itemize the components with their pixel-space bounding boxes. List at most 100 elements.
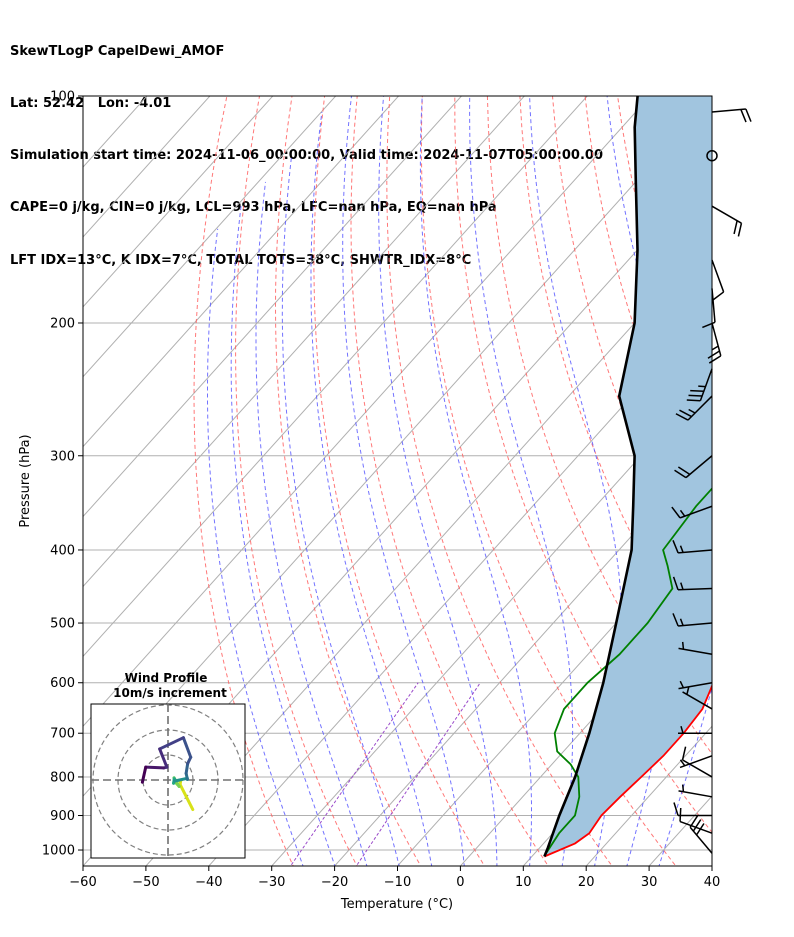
dry-adiabat bbox=[519, 96, 712, 675]
hodograph-segment bbox=[158, 736, 185, 751]
hodograph-segment bbox=[144, 765, 166, 770]
tick-layer: −60 −50 −40 −30 −20 −10 0 10 20 30 40 100 200 300 400 5… bbox=[42, 90, 720, 891]
hodograph-segment bbox=[140, 765, 148, 784]
moist-adiabat bbox=[378, 96, 498, 866]
y-tick-label: 500 bbox=[50, 617, 75, 632]
dry-adiabat bbox=[772, 62, 794, 882]
wind-barb bbox=[681, 746, 713, 778]
x-tick-label: −50 bbox=[132, 875, 159, 890]
isotherm-line bbox=[208, 306, 712, 866]
hodograph-segment bbox=[178, 782, 195, 812]
y-tick-label: 800 bbox=[50, 770, 75, 785]
wind-barb bbox=[711, 259, 725, 301]
inset-subtitle: 10m/s increment bbox=[113, 686, 227, 700]
inset-title: Wind Profile bbox=[125, 671, 208, 685]
moist-adiabat bbox=[419, 96, 532, 866]
dry-adiabat bbox=[420, 96, 677, 866]
parcel-profile-line bbox=[543, 96, 639, 857]
wind-barb bbox=[707, 322, 722, 364]
wind-barb bbox=[679, 755, 713, 769]
hodograph-segment bbox=[172, 776, 189, 783]
x-tick-label: −40 bbox=[195, 875, 222, 890]
wind-barb bbox=[682, 687, 713, 710]
y-tick-label: 100 bbox=[50, 90, 75, 105]
temperature-line bbox=[544, 683, 712, 858]
y-tick-label: 700 bbox=[50, 727, 75, 742]
y-tick-label: 200 bbox=[50, 316, 75, 331]
wind-barb bbox=[702, 288, 716, 329]
isotherm-line bbox=[83, 96, 337, 378]
wind-barb bbox=[673, 802, 712, 817]
chart-header: SkewTLogP CapelDewi_AMOF Lat: 52.42 Lon:… bbox=[10, 8, 603, 286]
chart-title: SkewTLogP CapelDewi_AMOF bbox=[10, 43, 225, 59]
moist-adiabat bbox=[342, 96, 465, 866]
wind-barb bbox=[671, 505, 713, 519]
wind-barb bbox=[706, 149, 718, 162]
wind-profile-inset bbox=[90, 703, 246, 859]
isotherm-line bbox=[396, 515, 712, 866]
wind-barb bbox=[686, 368, 713, 402]
moist-adiabat bbox=[230, 206, 336, 866]
x-tick-label: 40 bbox=[704, 875, 721, 890]
x-tick-label: 20 bbox=[578, 875, 595, 890]
moist-adiabat bbox=[255, 181, 368, 866]
isotherm-line bbox=[459, 585, 712, 866]
x-tick-label: 0 bbox=[456, 875, 464, 890]
isotherm-line bbox=[145, 236, 712, 866]
dry-adiabat bbox=[708, 62, 794, 882]
isotherm-line bbox=[83, 96, 588, 658]
wind-barb bbox=[678, 726, 712, 734]
dry-adiabat bbox=[274, 96, 422, 866]
isotherm-line bbox=[83, 96, 463, 518]
x-tick-label: −10 bbox=[384, 875, 411, 890]
wind-barb bbox=[678, 680, 713, 690]
moist-adiabat bbox=[658, 96, 712, 866]
x-tick-label: 30 bbox=[641, 875, 658, 890]
wind-barb bbox=[679, 807, 713, 834]
x-tick-label: −30 bbox=[258, 875, 285, 890]
wind-barb bbox=[672, 576, 713, 591]
hodograph-segment bbox=[184, 761, 190, 775]
dry-adiabat bbox=[740, 62, 794, 882]
dry-adiabat bbox=[313, 96, 486, 866]
y-tick-label: 900 bbox=[50, 809, 75, 824]
wind-barb-column bbox=[671, 108, 752, 854]
wind-barb bbox=[672, 540, 713, 554]
wind-barb bbox=[678, 641, 713, 655]
wind-barb bbox=[672, 613, 713, 627]
wind-barb bbox=[678, 784, 713, 798]
time-line: Simulation start time: 2024-11-06_00:00:… bbox=[10, 148, 603, 164]
isotherm-line bbox=[271, 376, 712, 866]
isotherm-line bbox=[83, 96, 651, 727]
hodograph-segment bbox=[181, 736, 193, 759]
dry-adiabat bbox=[350, 96, 549, 866]
y-tick-label: 1000 bbox=[42, 844, 75, 859]
wind-barb bbox=[674, 455, 713, 479]
wind-barb bbox=[689, 815, 713, 854]
series-layer bbox=[543, 96, 712, 858]
x-tick-label: 10 bbox=[515, 875, 532, 890]
isotherm-line bbox=[83, 96, 526, 588]
moist-adiabat bbox=[207, 228, 304, 866]
y-tick-label: 400 bbox=[50, 543, 75, 558]
wind-barb bbox=[711, 108, 752, 123]
y-tick-label: 600 bbox=[50, 676, 75, 691]
cin-shading bbox=[544, 96, 712, 857]
moist-adiabat bbox=[310, 111, 433, 866]
mixing-ratio-line bbox=[355, 682, 481, 866]
x-tick-label: −60 bbox=[69, 875, 96, 890]
x-axis-label: Temperature (°C) bbox=[340, 897, 453, 912]
isotherm-line bbox=[83, 96, 274, 308]
dewpoint-line bbox=[545, 487, 712, 854]
wind-barb bbox=[675, 395, 713, 421]
y-axis-label: Pressure (hPa) bbox=[18, 434, 33, 527]
isotherm-line bbox=[83, 96, 400, 448]
indices-line-1: CAPE=0 j/kg, CIN=0 j/kg, LCL=993 hPa, LF… bbox=[10, 200, 497, 216]
wind-barb bbox=[711, 205, 743, 237]
dry-adiabat bbox=[193, 96, 294, 866]
isotherm-line bbox=[711, 865, 712, 866]
isotherm-line bbox=[83, 96, 211, 238]
mixing-ratio-line bbox=[289, 682, 419, 866]
x-tick-label: −20 bbox=[321, 875, 348, 890]
